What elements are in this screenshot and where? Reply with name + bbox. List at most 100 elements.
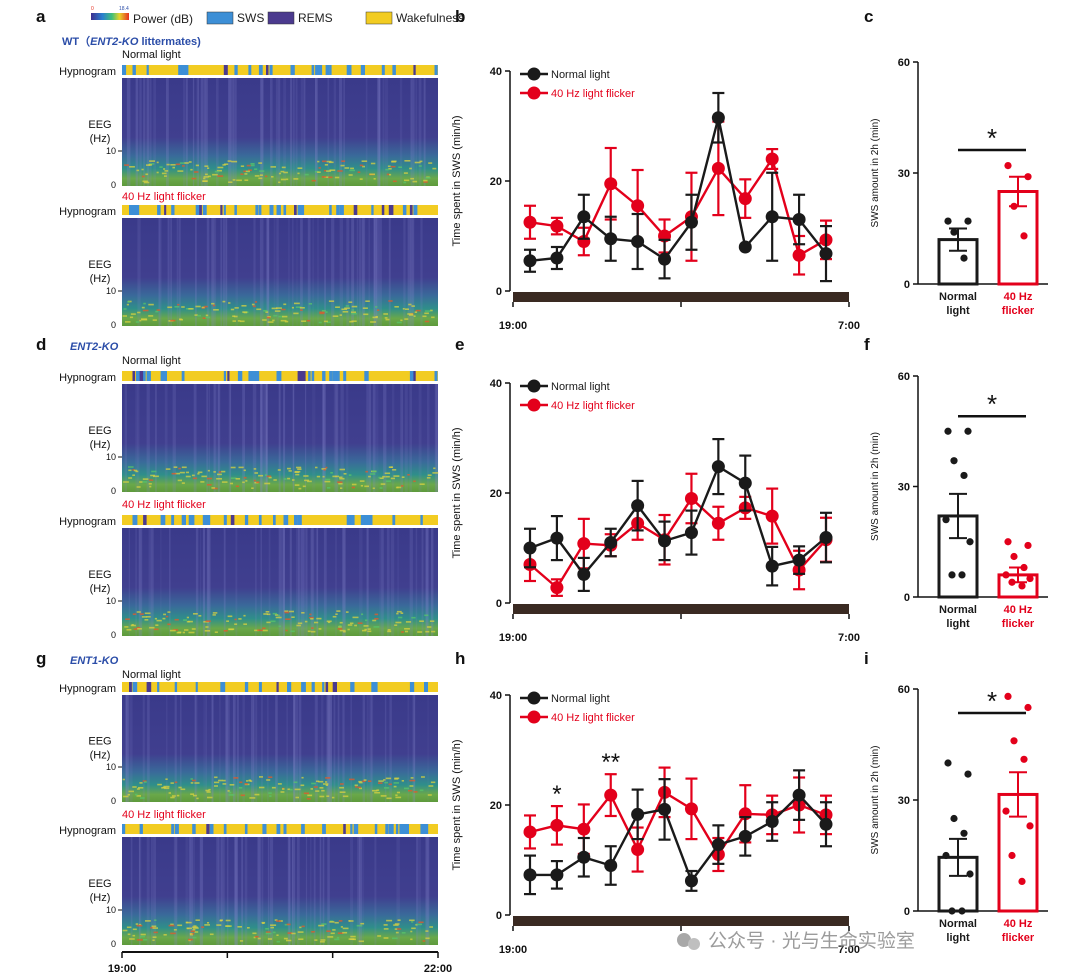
spectrogram-streak xyxy=(333,384,336,492)
spectrogram-streak xyxy=(228,78,232,186)
spectrogram-power-speck xyxy=(235,478,241,480)
spectrogram-power-speck xyxy=(393,475,400,477)
spectrogram-power-speck xyxy=(142,478,149,480)
spectrogram-power-speck xyxy=(228,181,233,183)
spectrogram-streak xyxy=(217,384,219,492)
spectrogram-power-speck xyxy=(332,315,339,317)
y-tick-label: 0 xyxy=(904,279,910,291)
spectrogram-power-speck xyxy=(385,480,392,482)
spectrogram-power-speck xyxy=(153,475,159,478)
spectrogram-power-speck xyxy=(141,175,145,178)
spectrogram-power-speck xyxy=(238,787,243,789)
dark-period-bar xyxy=(513,604,849,614)
spectrogram-power-speck xyxy=(179,162,185,164)
spectrogram-power-speck xyxy=(365,300,370,302)
spectrogram-streak xyxy=(287,837,291,945)
spectrogram-streak xyxy=(253,695,257,802)
spectrogram-power-speck xyxy=(392,469,397,471)
spectrogram-power-speck xyxy=(282,315,288,318)
spectrogram-streak xyxy=(214,218,217,326)
spectrogram-power-speck xyxy=(280,178,286,181)
y-axis-label: SWS amount in 2h (min) xyxy=(870,746,881,855)
spectrogram-streak xyxy=(189,837,193,945)
spectrogram-power-speck xyxy=(316,780,320,783)
spectrogram-power-speck xyxy=(286,923,291,926)
spectrogram-streak xyxy=(241,837,243,945)
hypnogram-sleep-segment xyxy=(269,205,274,215)
hypnogram-sleep-segment xyxy=(371,205,374,215)
group-title-a: WT（ENT2-KO littermates) xyxy=(62,35,201,48)
data-point xyxy=(684,215,698,229)
spectrogram-power-speck xyxy=(326,795,330,797)
spectrogram-streak xyxy=(195,528,199,636)
spectrogram-streak xyxy=(301,528,305,636)
spectrogram-power-speck xyxy=(205,314,209,317)
spectrogram-power-speck xyxy=(397,486,402,489)
spectrogram-power-speck xyxy=(350,167,354,170)
spectrogram-power-speck xyxy=(404,179,410,182)
individual-point xyxy=(1018,582,1026,590)
spectrogram-streak xyxy=(386,528,390,636)
spectrogram-streak xyxy=(229,78,231,186)
spectrogram-streak xyxy=(425,528,429,636)
hypnogram-sleep-segment xyxy=(360,65,365,75)
spectrogram-power-speck xyxy=(137,628,142,630)
spectrogram-streak xyxy=(378,78,381,186)
spectrogram-streak xyxy=(339,218,343,326)
spectrogram-power-speck xyxy=(259,786,265,789)
spectrogram-power-speck xyxy=(298,487,302,490)
spectrogram-power-speck xyxy=(234,315,238,318)
spectrogram-power-speck xyxy=(151,470,157,473)
hypnogram-sleep-segment xyxy=(178,65,183,75)
spectrogram-streak xyxy=(278,384,281,492)
spectrogram-power-speck xyxy=(291,932,296,935)
spectrogram-power-speck xyxy=(175,163,181,166)
spectrogram-streak xyxy=(357,837,360,945)
spectrogram-power-speck xyxy=(265,311,269,313)
data-point xyxy=(819,817,833,831)
spectrogram-power-speck xyxy=(338,482,343,485)
spectrogram-streak xyxy=(323,528,327,636)
hypnogram-sleep-segment xyxy=(353,205,358,215)
spectrogram-power-speck xyxy=(123,481,129,483)
spectrogram-power-speck xyxy=(287,788,291,791)
spectrogram-power-speck xyxy=(195,164,199,167)
spectrogram-power-speck xyxy=(151,925,157,928)
spectrogram-power-speck xyxy=(419,789,424,792)
spectrogram-power-speck xyxy=(141,616,148,618)
spectrogram-power-speck xyxy=(343,630,346,633)
spectrogram-power-speck xyxy=(194,314,198,316)
spectrogram-streak xyxy=(158,218,162,326)
spectrogram-power-speck xyxy=(240,320,245,323)
eeg-tick-10: 10 xyxy=(106,905,116,915)
spectrogram-streak xyxy=(312,218,314,326)
legend-label-flicker: 40 Hz light flicker xyxy=(551,400,635,412)
spectrogram-streak xyxy=(188,837,192,945)
hypnogram-sleep-segment xyxy=(311,682,315,692)
spectrogram-power-speck xyxy=(327,936,334,938)
hypnogram-sleep-segment xyxy=(350,824,353,834)
spectrogram-power-speck xyxy=(263,613,268,615)
spectrogram-power-speck xyxy=(368,780,372,782)
individual-point xyxy=(964,427,972,435)
eeg-tick-0: 0 xyxy=(111,320,116,330)
spectrogram-streak xyxy=(234,78,237,186)
spectrogram-streak xyxy=(303,78,306,186)
spectrogram-power-speck xyxy=(405,308,409,310)
spectrogram-streak xyxy=(292,384,295,492)
spectrogram-power-speck xyxy=(162,617,166,620)
spectrogram-power-speck xyxy=(130,313,136,315)
spectrogram-power-speck xyxy=(222,164,226,166)
spectrogram-streak xyxy=(266,695,269,802)
hypnogram-sleep-segment xyxy=(434,65,438,75)
spectrogram-streak xyxy=(149,78,152,186)
spectrogram-power-speck xyxy=(298,938,304,940)
hypnogram-sleep-segment xyxy=(122,824,126,834)
spectrogram-power-speck xyxy=(145,173,149,176)
spectrogram-streak xyxy=(324,218,326,326)
hypnogram-sleep-segment xyxy=(146,65,149,75)
spectrogram-streak xyxy=(292,218,294,326)
spectrogram-power-speck xyxy=(254,629,259,632)
spectrogram-power-speck xyxy=(179,471,185,474)
spectrogram-power-speck xyxy=(170,796,175,799)
